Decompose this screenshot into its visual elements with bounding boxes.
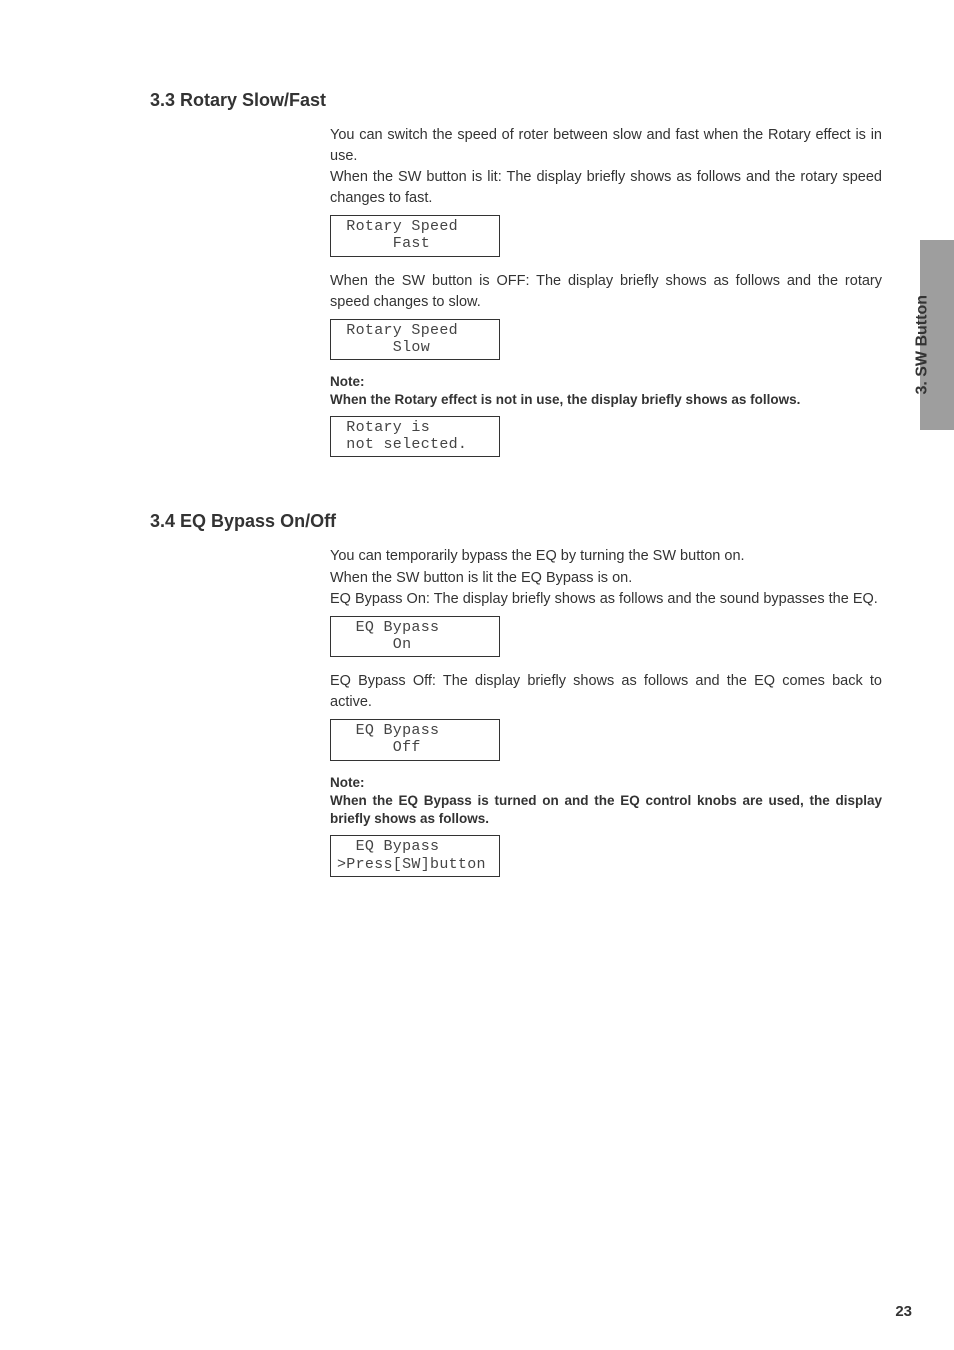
sec33-block: You can switch the speed of roter betwee… — [330, 125, 882, 457]
lcd-rotary-not-selected: Rotary is not selected. — [330, 416, 500, 458]
lcd-line: EQ Bypass — [337, 722, 493, 739]
heading-3-4: 3.4 EQ Bypass On/Off — [150, 511, 882, 532]
page-number: 23 — [895, 1303, 912, 1320]
lcd-rotary-fast: Rotary Speed Fast — [330, 215, 500, 257]
lcd-eq-bypass-off: EQ Bypass Off — [330, 719, 500, 761]
sec34-p3: EQ Bypass On: The display briefly shows … — [330, 589, 882, 610]
lcd-line: EQ Bypass — [337, 838, 493, 855]
lcd-line: Fast — [337, 235, 493, 252]
lcd-line: Rotary Speed — [337, 218, 493, 235]
sec34-p1: You can temporarily bypass the EQ by tur… — [330, 546, 882, 567]
page-content: 3.3 Rotary Slow/Fast You can switch the … — [0, 0, 954, 877]
sec34-note-text: When the EQ Bypass is turned on and the … — [330, 792, 882, 830]
sec33-p2: When the SW button is lit: The display b… — [330, 167, 882, 209]
sec33-p1: You can switch the speed of roter betwee… — [330, 125, 882, 167]
sec34-p2: When the SW button is lit the EQ Bypass … — [330, 568, 882, 589]
lcd-line: not selected. — [337, 436, 493, 453]
lcd-line: Slow — [337, 339, 493, 356]
sec33-note-text: When the Rotary effect is not in use, th… — [330, 391, 882, 410]
lcd-line: >Press[SW]button — [337, 856, 493, 873]
lcd-eq-bypass-on: EQ Bypass On — [330, 616, 500, 658]
lcd-line: Rotary Speed — [337, 322, 493, 339]
sec34-block: You can temporarily bypass the EQ by tur… — [330, 546, 882, 876]
sec33-note-label: Note: — [330, 374, 882, 389]
heading-3-3: 3.3 Rotary Slow/Fast — [150, 90, 882, 111]
sec33-p3: When the SW button is OFF: The display b… — [330, 271, 882, 313]
lcd-line: EQ Bypass — [337, 619, 493, 636]
lcd-eq-bypass-press: EQ Bypass >Press[SW]button — [330, 835, 500, 877]
lcd-line: Off — [337, 739, 493, 756]
lcd-line: On — [337, 636, 493, 653]
lcd-line: Rotary is — [337, 419, 493, 436]
lcd-rotary-slow: Rotary Speed Slow — [330, 319, 500, 361]
sec34-note-label: Note: — [330, 775, 882, 790]
sec34-p4: EQ Bypass Off: The display briefly shows… — [330, 671, 882, 713]
